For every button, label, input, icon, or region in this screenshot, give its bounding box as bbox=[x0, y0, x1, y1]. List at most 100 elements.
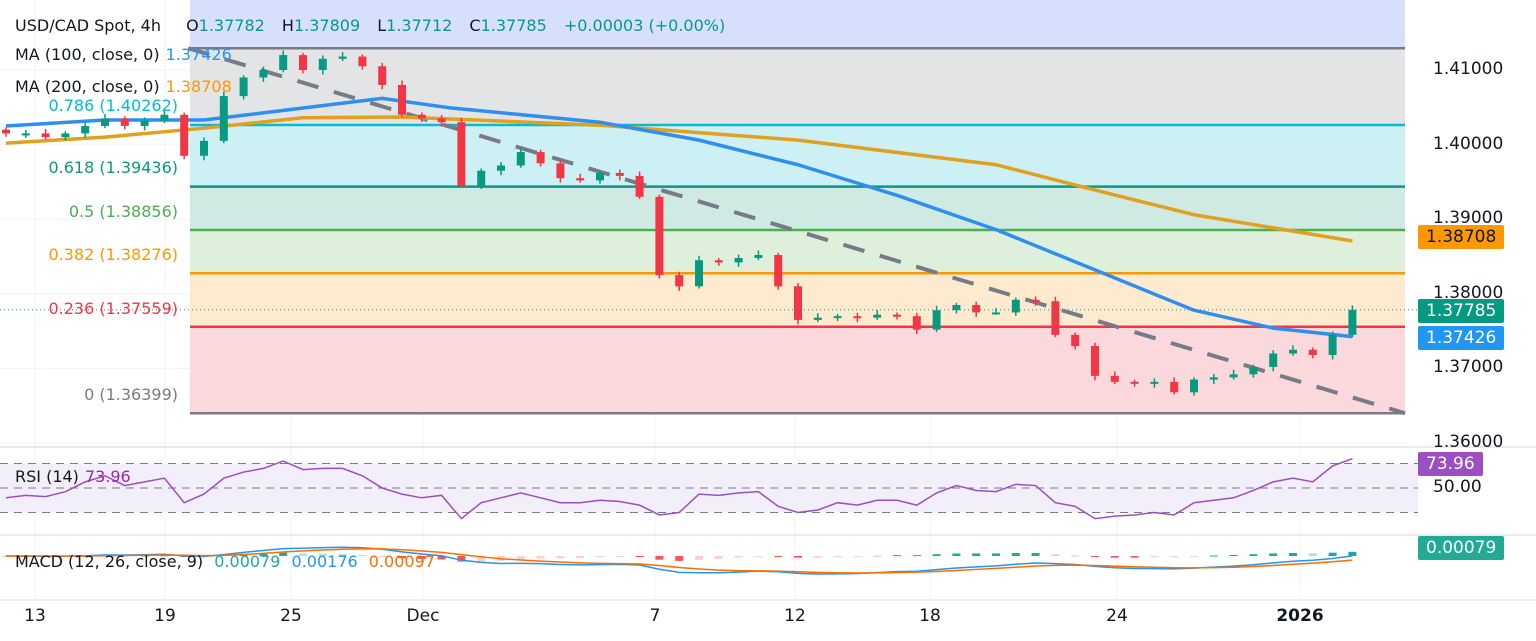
ma100-price-badge: 1.37426 bbox=[1418, 326, 1505, 350]
macd-histogram-bar bbox=[833, 556, 842, 558]
macd-histogram-bar bbox=[1348, 551, 1357, 556]
candle-body bbox=[1190, 379, 1198, 393]
candle-body bbox=[61, 133, 70, 138]
candle-body bbox=[259, 70, 268, 78]
candle-body bbox=[813, 317, 822, 320]
macd-histogram-bar bbox=[893, 555, 901, 557]
macd-histogram-bar bbox=[338, 554, 347, 556]
candle-body bbox=[754, 255, 763, 258]
candle-body bbox=[1011, 299, 1020, 313]
candle-body bbox=[120, 118, 129, 126]
candle-body bbox=[675, 275, 684, 287]
candle-body bbox=[338, 56, 347, 59]
macd-badge: 0.00079 bbox=[1418, 536, 1505, 560]
candle-body bbox=[932, 310, 941, 330]
macd-histogram-bar bbox=[1249, 554, 1258, 556]
candle-body bbox=[378, 66, 387, 85]
candle-body bbox=[655, 196, 664, 276]
macd-histogram-bar bbox=[477, 556, 486, 562]
ma100-line bbox=[5, 96, 1353, 339]
fib-label-05: 0.5 (1.38856) bbox=[68, 202, 178, 221]
candle bbox=[81, 122, 90, 138]
macd-histogram-bar bbox=[259, 553, 268, 556]
candle bbox=[1348, 305, 1357, 338]
ma200-legend[interactable]: MA (200, close, 0) 1.38708 bbox=[15, 77, 238, 96]
candle-body bbox=[1150, 381, 1159, 384]
candle bbox=[1308, 347, 1317, 359]
low-label: L bbox=[377, 16, 387, 35]
candle-body bbox=[160, 114, 169, 121]
macd-histogram-bar bbox=[774, 556, 783, 557]
candle bbox=[1190, 377, 1198, 396]
candle-body bbox=[81, 125, 90, 134]
macd-histogram-bar bbox=[457, 556, 466, 562]
macd-histogram-bar bbox=[1110, 556, 1119, 558]
symbol-legend: USD/CAD Spot, 4h O1.37782 H1.37809 L1.37… bbox=[15, 16, 731, 35]
candle bbox=[239, 75, 248, 100]
macd-histogram-bar bbox=[655, 556, 664, 560]
macd-histogram-bar bbox=[912, 555, 921, 557]
candle-body bbox=[873, 314, 882, 318]
candle bbox=[714, 257, 723, 266]
candle-body bbox=[219, 96, 228, 141]
candle bbox=[437, 115, 446, 127]
candle bbox=[279, 50, 288, 73]
ma100-legend[interactable]: MA (100, close, 0) 1.37426 bbox=[15, 45, 238, 64]
candle-body bbox=[457, 122, 466, 186]
candle bbox=[912, 312, 921, 335]
candle bbox=[972, 301, 981, 317]
candle bbox=[952, 302, 961, 314]
candle-body bbox=[417, 114, 426, 119]
candle bbox=[1229, 369, 1238, 380]
candle-body bbox=[1170, 381, 1179, 393]
candle bbox=[754, 250, 763, 261]
candle bbox=[1091, 342, 1099, 381]
macd-histogram-bar bbox=[1209, 555, 1218, 557]
fib-label-0236: 0.236 (1.37559) bbox=[48, 299, 178, 318]
symbol-title[interactable]: USD/CAD Spot, 4h bbox=[15, 16, 161, 35]
macd-legend[interactable]: MACD (12, 26, close, 9) 0.00079 0.00176 … bbox=[15, 552, 441, 571]
candle bbox=[338, 52, 347, 62]
candle-body bbox=[1289, 349, 1297, 354]
macd-histogram-bar bbox=[536, 556, 545, 559]
low-value: 1.37712 bbox=[386, 16, 453, 35]
ma100-label: MA (100, close, 0) bbox=[15, 45, 160, 64]
macd-histogram-bar bbox=[794, 556, 802, 558]
macd-histogram-bar bbox=[279, 552, 288, 556]
macd-signal-value: 0.00097 bbox=[368, 552, 435, 571]
macd-histogram-bar bbox=[1308, 553, 1317, 556]
candle bbox=[259, 66, 268, 82]
time-tick: 24 bbox=[1106, 606, 1128, 626]
candle bbox=[477, 168, 486, 189]
macd-histogram-bar bbox=[1328, 552, 1337, 556]
time-tick: 18 bbox=[919, 606, 941, 626]
candle-body bbox=[833, 316, 842, 319]
macd-histogram-bar bbox=[853, 556, 862, 557]
candle bbox=[873, 310, 882, 320]
macd-histogram-bar bbox=[1091, 556, 1099, 557]
macd-histogram-bar bbox=[754, 556, 763, 557]
candle bbox=[378, 62, 387, 90]
candle-body bbox=[398, 84, 406, 115]
price-tick: 1.36000 bbox=[1433, 432, 1504, 452]
candle bbox=[1011, 297, 1020, 316]
macd-histogram-bar bbox=[596, 556, 604, 558]
close-value: 1.37785 bbox=[480, 16, 547, 35]
candle bbox=[21, 130, 30, 138]
rsi-legend[interactable]: RSI (14) 73.96 bbox=[15, 467, 137, 486]
candle-body bbox=[972, 304, 981, 313]
macd-hist-value: 0.00079 bbox=[214, 552, 281, 571]
macd-label: MACD (12, 26, close, 9) bbox=[15, 552, 204, 571]
candle bbox=[695, 255, 703, 289]
candle-body bbox=[774, 255, 783, 287]
rsi-tick: 50.00 bbox=[1433, 477, 1482, 497]
candle-body bbox=[239, 77, 248, 97]
macd-histogram-bar bbox=[516, 556, 525, 560]
candle-body bbox=[1209, 377, 1218, 380]
candle-body bbox=[1229, 374, 1238, 378]
high-value: 1.37809 bbox=[293, 16, 361, 35]
macd-histogram-bar bbox=[1031, 552, 1040, 556]
close-label: C bbox=[469, 16, 481, 35]
candle bbox=[160, 110, 169, 123]
